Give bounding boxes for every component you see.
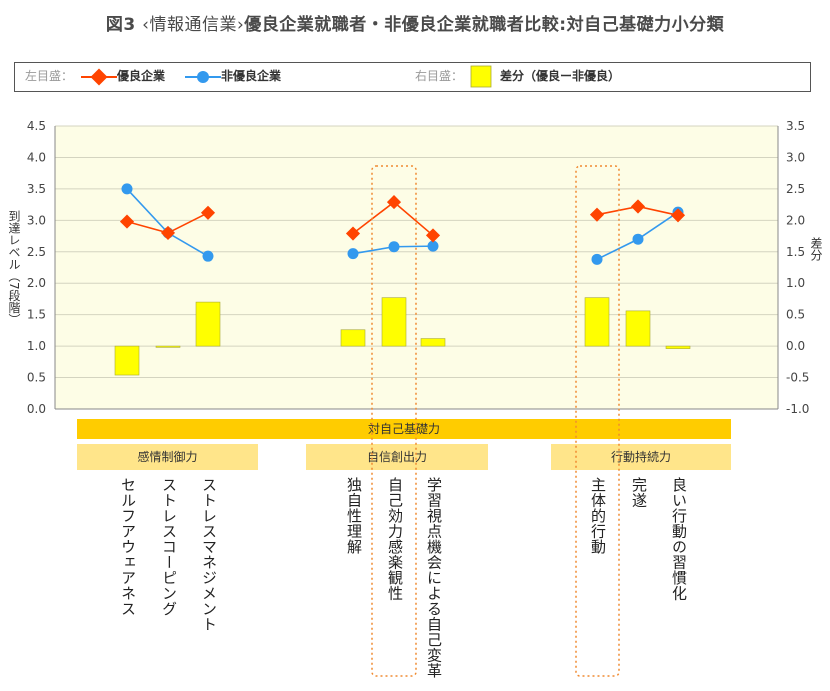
- left-tick-label: 0.5: [27, 371, 46, 385]
- left-tick-label: 3.0: [27, 213, 46, 227]
- category-label: 完遂: [630, 477, 648, 509]
- right-tick-label: -0.5: [786, 371, 809, 385]
- highlight-box: [575, 165, 620, 677]
- series-excellent-point: [425, 228, 441, 243]
- bar-diff: [584, 297, 610, 347]
- legend-series1-name: 優良企業: [117, 69, 166, 83]
- right-tick-label: 2.5: [786, 182, 805, 196]
- plot-background: [55, 126, 778, 409]
- right-tick-label: 0.5: [786, 308, 805, 322]
- legend-left-axis-label: 左目盛：: [25, 69, 74, 83]
- bar-diff: [155, 345, 181, 348]
- category-label: 主体的行動: [589, 477, 607, 555]
- legend-right-axis-label: 右目盛：: [415, 69, 464, 83]
- left-tick-label: 2.5: [27, 245, 46, 259]
- left-tick-label: 4.5: [27, 119, 46, 133]
- series-nonexcellent-point: [202, 250, 214, 262]
- series-excellent-point: [345, 226, 361, 241]
- category-label: 自己効力感楽観性: [386, 477, 404, 601]
- legend-bar-name: 差分（優良ー非優良）: [500, 69, 621, 83]
- right-tick-label: 2.0: [786, 213, 805, 227]
- title-subtitle: 対自己基礎力小分類: [566, 15, 725, 35]
- left-tick-label: 4.0: [27, 150, 46, 164]
- series-excellent-point: [386, 195, 402, 210]
- title-colon: :: [559, 15, 567, 35]
- group-band: [551, 444, 731, 470]
- group-top-band: [77, 419, 731, 439]
- group-band: [306, 444, 488, 470]
- right-tick-label: 3.0: [786, 150, 805, 164]
- left-tick-label: 0.0: [27, 402, 46, 416]
- chart-title: 図3 ‹情報通信業›優良企業就職者・非優良企業就職者比較:対自己基礎力小分類: [0, 10, 830, 35]
- bar-diff: [381, 297, 407, 347]
- legend-bar-swatch: [470, 65, 492, 88]
- right-tick-label: 1.0: [786, 276, 805, 290]
- category-label: 良い行動の習慣化: [670, 477, 688, 601]
- group-label: 感情制御力: [137, 449, 197, 464]
- legend-series2-name: 非優良企業: [221, 69, 282, 83]
- title-main: 優良企業就職者・非優良企業就職者比較: [244, 15, 560, 35]
- legend-series1-marker: [81, 68, 117, 86]
- series-nonexcellent-point: [121, 183, 133, 195]
- figure-number: 図3: [105, 15, 136, 35]
- title-industry: ‹情報通信業›: [142, 15, 245, 35]
- left-tick-label: 3.5: [27, 182, 46, 196]
- series-excellent-point: [630, 199, 646, 214]
- category-label: ストレスコーピング: [160, 477, 178, 617]
- group-band: [77, 444, 258, 470]
- left-tick-label: 2.0: [27, 276, 46, 290]
- left-tick-label: 1.0: [27, 339, 46, 353]
- right-tick-label: 3.5: [786, 119, 805, 133]
- series-excellent-point: [200, 205, 216, 220]
- series-nonexcellent-point: [427, 240, 439, 252]
- bar-diff: [625, 310, 651, 347]
- bar-diff: [340, 329, 366, 347]
- group-label: 自信創出力: [367, 450, 427, 464]
- series-nonexcellent-point: [388, 241, 400, 253]
- bar-diff: [114, 345, 140, 376]
- series-nonexcellent-point: [591, 253, 603, 265]
- series-excellent-point: [589, 207, 605, 222]
- category-label: 独自性理解: [345, 477, 363, 555]
- y-axis-label-right: 差分: [809, 237, 823, 262]
- bar-diff: [665, 345, 691, 349]
- series-nonexcellent-point: [347, 248, 359, 260]
- group-label: 行動持続力: [611, 449, 671, 464]
- series-excellent-point: [670, 208, 686, 223]
- legend-series2-marker: [185, 71, 221, 83]
- right-tick-label: 1.5: [786, 245, 805, 259]
- group-top-label: 対自己基礎力: [368, 422, 440, 436]
- bar-diff: [420, 338, 446, 347]
- right-tick-label: -1.0: [786, 402, 809, 416]
- right-tick-label: 0.0: [786, 339, 805, 353]
- left-tick-label: 1.5: [27, 308, 46, 322]
- category-label: ストレスマネジメント: [200, 477, 218, 632]
- series-nonexcellent-point: [632, 233, 644, 245]
- legend: 左目盛： 優良企業 非優良企業 右目盛： 差分（優良ー非優良）: [14, 62, 811, 92]
- category-label: セルフアウェアネス: [119, 477, 137, 617]
- series-excellent-point: [160, 225, 176, 240]
- y-axis-label-left: 到達レベル（7段階）: [7, 210, 21, 326]
- category-label: 学習視点機会による自己変革: [425, 477, 443, 679]
- bar-diff: [195, 301, 221, 347]
